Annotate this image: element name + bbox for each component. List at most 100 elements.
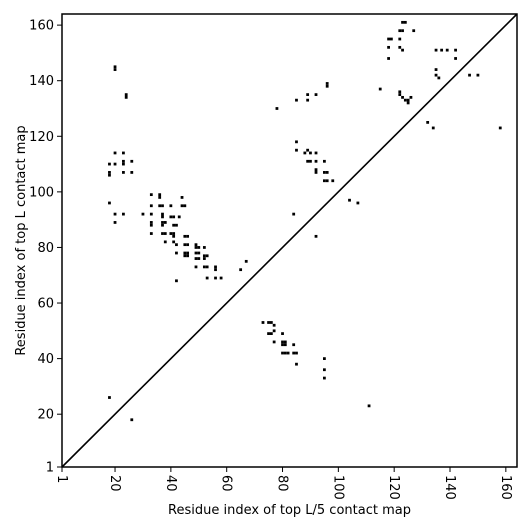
data-point	[306, 93, 310, 96]
data-point	[309, 159, 312, 163]
data-point	[197, 251, 201, 255]
data-point	[314, 159, 318, 163]
data-point	[272, 340, 276, 344]
data-point	[401, 29, 404, 33]
data-point	[281, 351, 284, 355]
data-point	[269, 332, 273, 335]
x-tick-label: 80	[275, 475, 290, 492]
data-point	[314, 234, 318, 238]
data-point	[205, 265, 209, 269]
data-point	[303, 151, 307, 155]
data-point	[163, 232, 167, 235]
data-point	[398, 29, 402, 33]
diagonal-line	[61, 13, 518, 468]
data-point	[175, 223, 178, 227]
data-point	[158, 196, 162, 199]
data-point	[161, 232, 164, 235]
data-point	[108, 162, 111, 166]
data-point	[202, 265, 206, 269]
data-point	[113, 65, 117, 69]
data-point	[426, 121, 430, 124]
data-point	[401, 48, 404, 52]
data-point	[406, 98, 410, 102]
y-tick-label: 120	[29, 130, 54, 145]
data-point	[149, 223, 153, 227]
data-point	[169, 204, 173, 208]
data-point	[283, 351, 287, 355]
data-point	[180, 204, 184, 208]
data-point	[295, 148, 298, 152]
data-point	[158, 204, 162, 208]
data-point	[387, 37, 390, 41]
y-axis-label: Residue index of top L contact map	[14, 125, 29, 355]
data-point	[161, 212, 164, 216]
data-point	[197, 246, 201, 249]
data-point	[130, 171, 134, 174]
data-point	[431, 126, 435, 130]
data-point	[454, 48, 457, 52]
data-point	[314, 168, 318, 172]
data-point	[122, 151, 125, 155]
data-point	[331, 179, 335, 183]
x-tick-label: 40	[163, 475, 178, 492]
y-tick-label: 80	[37, 241, 54, 256]
x-tick-label: 1	[54, 475, 69, 483]
data-point	[323, 368, 326, 372]
data-point	[398, 45, 402, 49]
data-point	[306, 98, 310, 102]
data-point	[161, 215, 164, 219]
data-point	[214, 276, 217, 280]
data-point	[323, 376, 326, 380]
data-point	[149, 232, 153, 235]
data-point	[295, 351, 298, 355]
data-point	[149, 212, 153, 216]
data-point	[183, 204, 187, 208]
data-point	[445, 48, 449, 52]
y-tick-label: 60	[37, 297, 54, 312]
data-point	[113, 162, 117, 166]
data-point	[108, 201, 111, 205]
data-point	[323, 171, 326, 174]
data-point	[378, 87, 382, 91]
y-tick-label: 140	[29, 74, 54, 89]
data-point	[180, 196, 184, 199]
data-point	[281, 343, 284, 347]
data-point	[186, 243, 190, 247]
data-point	[141, 212, 145, 216]
data-point	[172, 240, 176, 244]
data-point	[172, 234, 176, 238]
plot-frame	[61, 13, 518, 468]
data-point	[202, 246, 206, 249]
data-point	[409, 95, 413, 99]
data-point	[267, 321, 270, 324]
data-point	[323, 357, 326, 360]
data-point	[323, 179, 326, 183]
data-point	[108, 171, 111, 174]
data-point	[454, 57, 457, 60]
data-point	[437, 76, 441, 80]
data-point	[306, 148, 310, 152]
data-point	[194, 265, 198, 269]
data-point	[163, 221, 167, 224]
data-point	[122, 162, 125, 166]
data-point	[401, 95, 404, 99]
data-point	[244, 259, 248, 263]
data-point	[406, 101, 410, 105]
data-point	[169, 232, 173, 235]
data-point	[286, 351, 290, 355]
data-point	[476, 73, 480, 77]
data-point	[401, 20, 404, 24]
data-point	[197, 257, 201, 260]
data-point	[356, 201, 360, 205]
data-point	[389, 37, 393, 41]
data-point	[194, 251, 198, 255]
data-point	[149, 221, 153, 224]
data-point	[130, 418, 134, 422]
data-point	[108, 396, 111, 399]
x-tick-label: 140	[442, 475, 457, 500]
data-point	[175, 243, 178, 247]
data-point	[161, 223, 164, 227]
data-point	[194, 257, 198, 260]
data-point	[194, 243, 198, 247]
data-point	[272, 323, 276, 327]
